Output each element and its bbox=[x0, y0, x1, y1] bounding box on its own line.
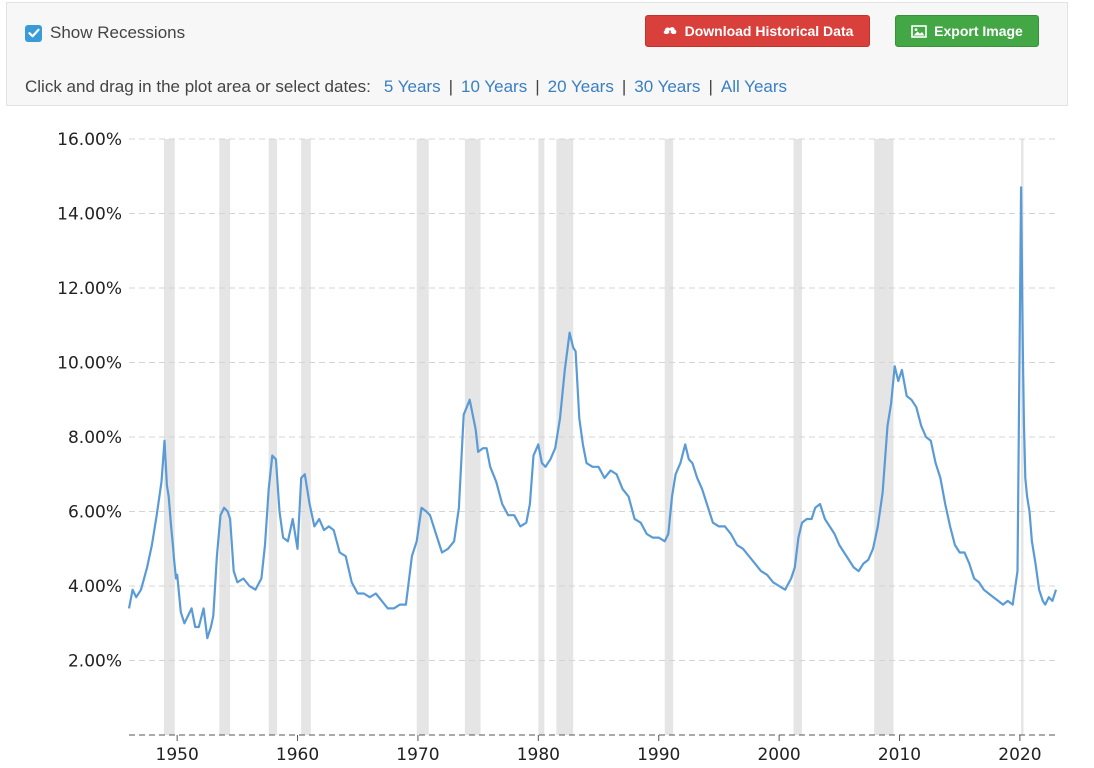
checkbox-checked-icon[interactable] bbox=[25, 24, 42, 42]
x-tick-label: 2010 bbox=[878, 745, 921, 765]
y-tick-label: 16.00% bbox=[57, 130, 122, 150]
recession-band bbox=[301, 139, 311, 735]
recession-band bbox=[793, 139, 802, 735]
download-historical-data-button[interactable]: Download Historical Data bbox=[645, 15, 870, 47]
unemployment-rate-series-line bbox=[127, 186, 1058, 640]
x-tick-label: 1990 bbox=[637, 745, 680, 765]
range-10-years-link[interactable]: 10 Years bbox=[461, 77, 528, 96]
y-tick-label: 2.00% bbox=[68, 652, 122, 672]
image-icon bbox=[911, 24, 927, 38]
cloud-download-icon bbox=[663, 27, 676, 37]
x-tick-label: 1970 bbox=[396, 745, 439, 765]
y-tick-label: 8.00% bbox=[68, 428, 122, 448]
range-20-years-link[interactable]: 20 Years bbox=[547, 77, 614, 96]
date-range-selector: Click and drag in the plot area or selec… bbox=[25, 77, 787, 97]
x-tick-label: 1960 bbox=[276, 745, 319, 765]
export-button-label: Export Image bbox=[934, 23, 1023, 39]
range-separator: | bbox=[535, 77, 540, 96]
y-tick-label: 10.00% bbox=[57, 354, 122, 374]
range-prompt: Click and drag in the plot area or selec… bbox=[25, 77, 371, 96]
export-image-button[interactable]: Export Image bbox=[895, 15, 1039, 47]
range-all-years-link[interactable]: All Years bbox=[720, 77, 788, 96]
range-separator: | bbox=[621, 77, 627, 96]
range-separator: | bbox=[448, 77, 454, 96]
range-separator: | bbox=[708, 77, 713, 96]
x-tick-label: 2000 bbox=[757, 745, 800, 765]
x-tick-label: 2020 bbox=[998, 745, 1041, 765]
range-5-years-link[interactable]: 5 Years bbox=[383, 77, 441, 96]
y-tick-label: 4.00% bbox=[68, 577, 122, 597]
chart-controls-panel: Show Recessions Download Historical Data… bbox=[6, 2, 1068, 106]
show-recessions-toggle[interactable]: Show Recessions bbox=[25, 22, 185, 44]
x-tick-label: 1950 bbox=[156, 745, 199, 765]
y-tick-label: 12.00% bbox=[57, 279, 122, 299]
show-recessions-label: Show Recessions bbox=[50, 23, 186, 42]
x-tick-label: 1980 bbox=[517, 745, 560, 765]
y-tick-label: 6.00% bbox=[68, 503, 122, 523]
download-button-label: Download Historical Data bbox=[684, 23, 854, 39]
range-30-years-link[interactable]: 30 Years bbox=[634, 77, 701, 96]
y-tick-label: 14.00% bbox=[57, 205, 122, 225]
recession-band bbox=[664, 139, 674, 735]
